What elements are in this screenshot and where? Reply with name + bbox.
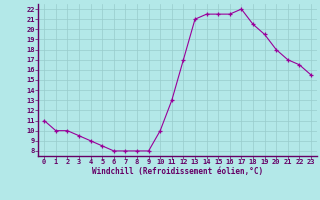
X-axis label: Windchill (Refroidissement éolien,°C): Windchill (Refroidissement éolien,°C) [92,167,263,176]
